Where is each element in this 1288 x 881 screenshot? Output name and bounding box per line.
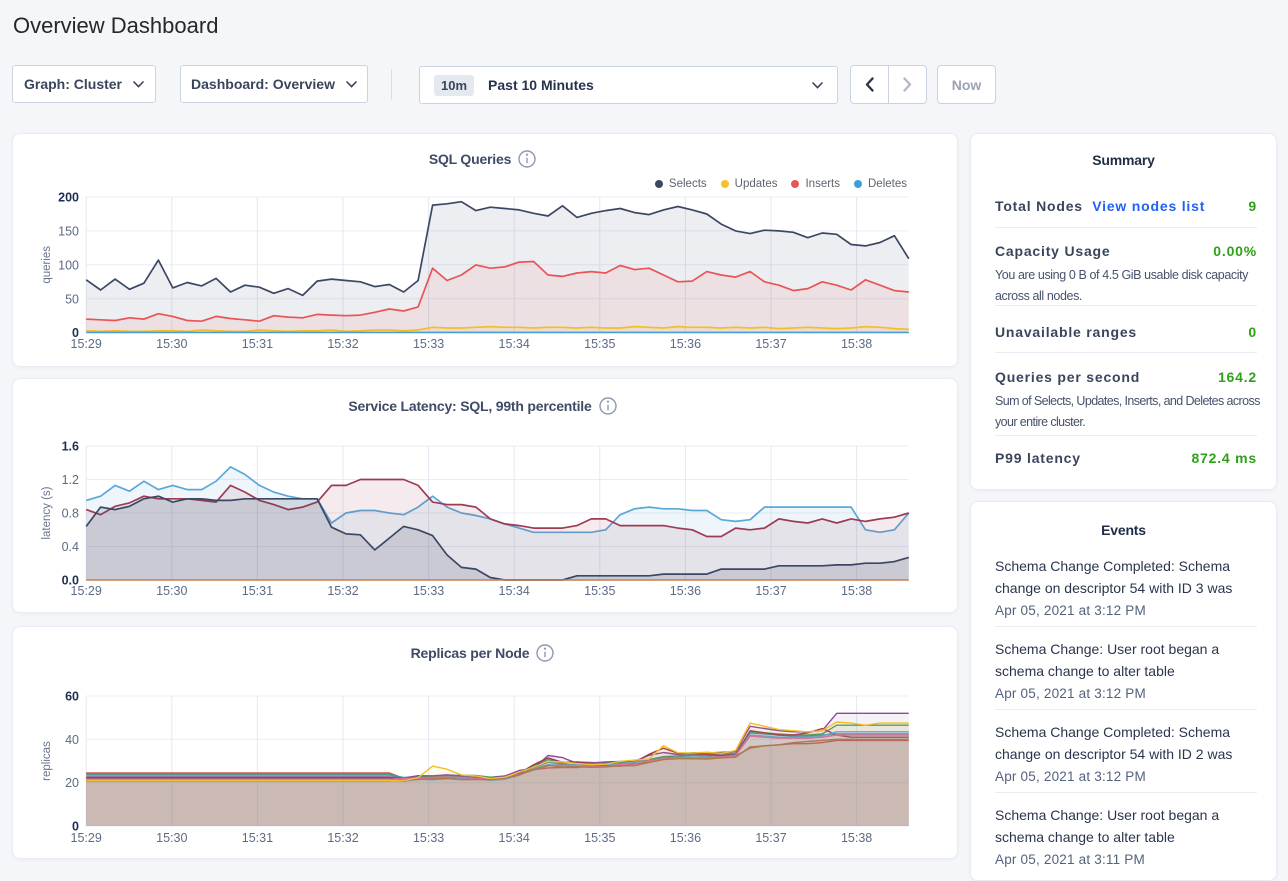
svg-text:60: 60 bbox=[65, 690, 79, 704]
svg-text:1.2: 1.2 bbox=[62, 473, 79, 487]
svg-text:15:37: 15:37 bbox=[755, 584, 786, 598]
svg-text:15:36: 15:36 bbox=[670, 337, 701, 351]
svg-text:15:38: 15:38 bbox=[841, 337, 872, 351]
svg-text:15:37: 15:37 bbox=[755, 831, 786, 845]
svg-text:15:35: 15:35 bbox=[584, 337, 615, 351]
svg-text:1.6: 1.6 bbox=[62, 440, 79, 454]
svg-text:15:35: 15:35 bbox=[584, 831, 615, 845]
svg-text:20: 20 bbox=[65, 776, 79, 790]
svg-text:15:34: 15:34 bbox=[499, 584, 530, 598]
svg-text:0.0: 0.0 bbox=[62, 574, 79, 588]
svg-text:15:36: 15:36 bbox=[670, 831, 701, 845]
svg-text:200: 200 bbox=[58, 191, 79, 205]
svg-text:40: 40 bbox=[65, 733, 79, 747]
svg-text:15:34: 15:34 bbox=[499, 831, 530, 845]
svg-text:15:31: 15:31 bbox=[242, 831, 273, 845]
svg-text:15:33: 15:33 bbox=[413, 584, 444, 598]
svg-text:15:33: 15:33 bbox=[413, 831, 444, 845]
svg-text:15:29: 15:29 bbox=[71, 337, 102, 351]
svg-text:15:37: 15:37 bbox=[755, 337, 786, 351]
svg-text:latency (s): latency (s) bbox=[41, 486, 53, 539]
svg-text:15:36: 15:36 bbox=[670, 584, 701, 598]
svg-text:100: 100 bbox=[58, 258, 79, 272]
svg-text:15:32: 15:32 bbox=[327, 831, 358, 845]
svg-text:15:30: 15:30 bbox=[156, 337, 187, 351]
svg-text:15:29: 15:29 bbox=[71, 831, 102, 845]
svg-text:15:29: 15:29 bbox=[71, 584, 102, 598]
svg-text:15:30: 15:30 bbox=[156, 584, 187, 598]
svg-text:15:32: 15:32 bbox=[327, 584, 358, 598]
svg-text:15:38: 15:38 bbox=[841, 584, 872, 598]
svg-text:15:31: 15:31 bbox=[242, 584, 273, 598]
svg-text:50: 50 bbox=[65, 292, 79, 306]
svg-text:15:31: 15:31 bbox=[242, 337, 273, 351]
svg-text:15:34: 15:34 bbox=[499, 337, 530, 351]
svg-text:0.4: 0.4 bbox=[62, 540, 79, 554]
svg-text:15:30: 15:30 bbox=[156, 831, 187, 845]
svg-text:15:38: 15:38 bbox=[841, 831, 872, 845]
svg-text:replicas: replicas bbox=[41, 741, 53, 781]
svg-text:0: 0 bbox=[72, 820, 79, 834]
svg-text:15:32: 15:32 bbox=[327, 337, 358, 351]
svg-text:0: 0 bbox=[72, 326, 79, 340]
svg-text:15:35: 15:35 bbox=[584, 584, 615, 598]
svg-text:0.8: 0.8 bbox=[62, 507, 79, 521]
svg-text:queries: queries bbox=[41, 246, 53, 284]
svg-text:150: 150 bbox=[58, 224, 79, 238]
svg-text:15:33: 15:33 bbox=[413, 337, 444, 351]
